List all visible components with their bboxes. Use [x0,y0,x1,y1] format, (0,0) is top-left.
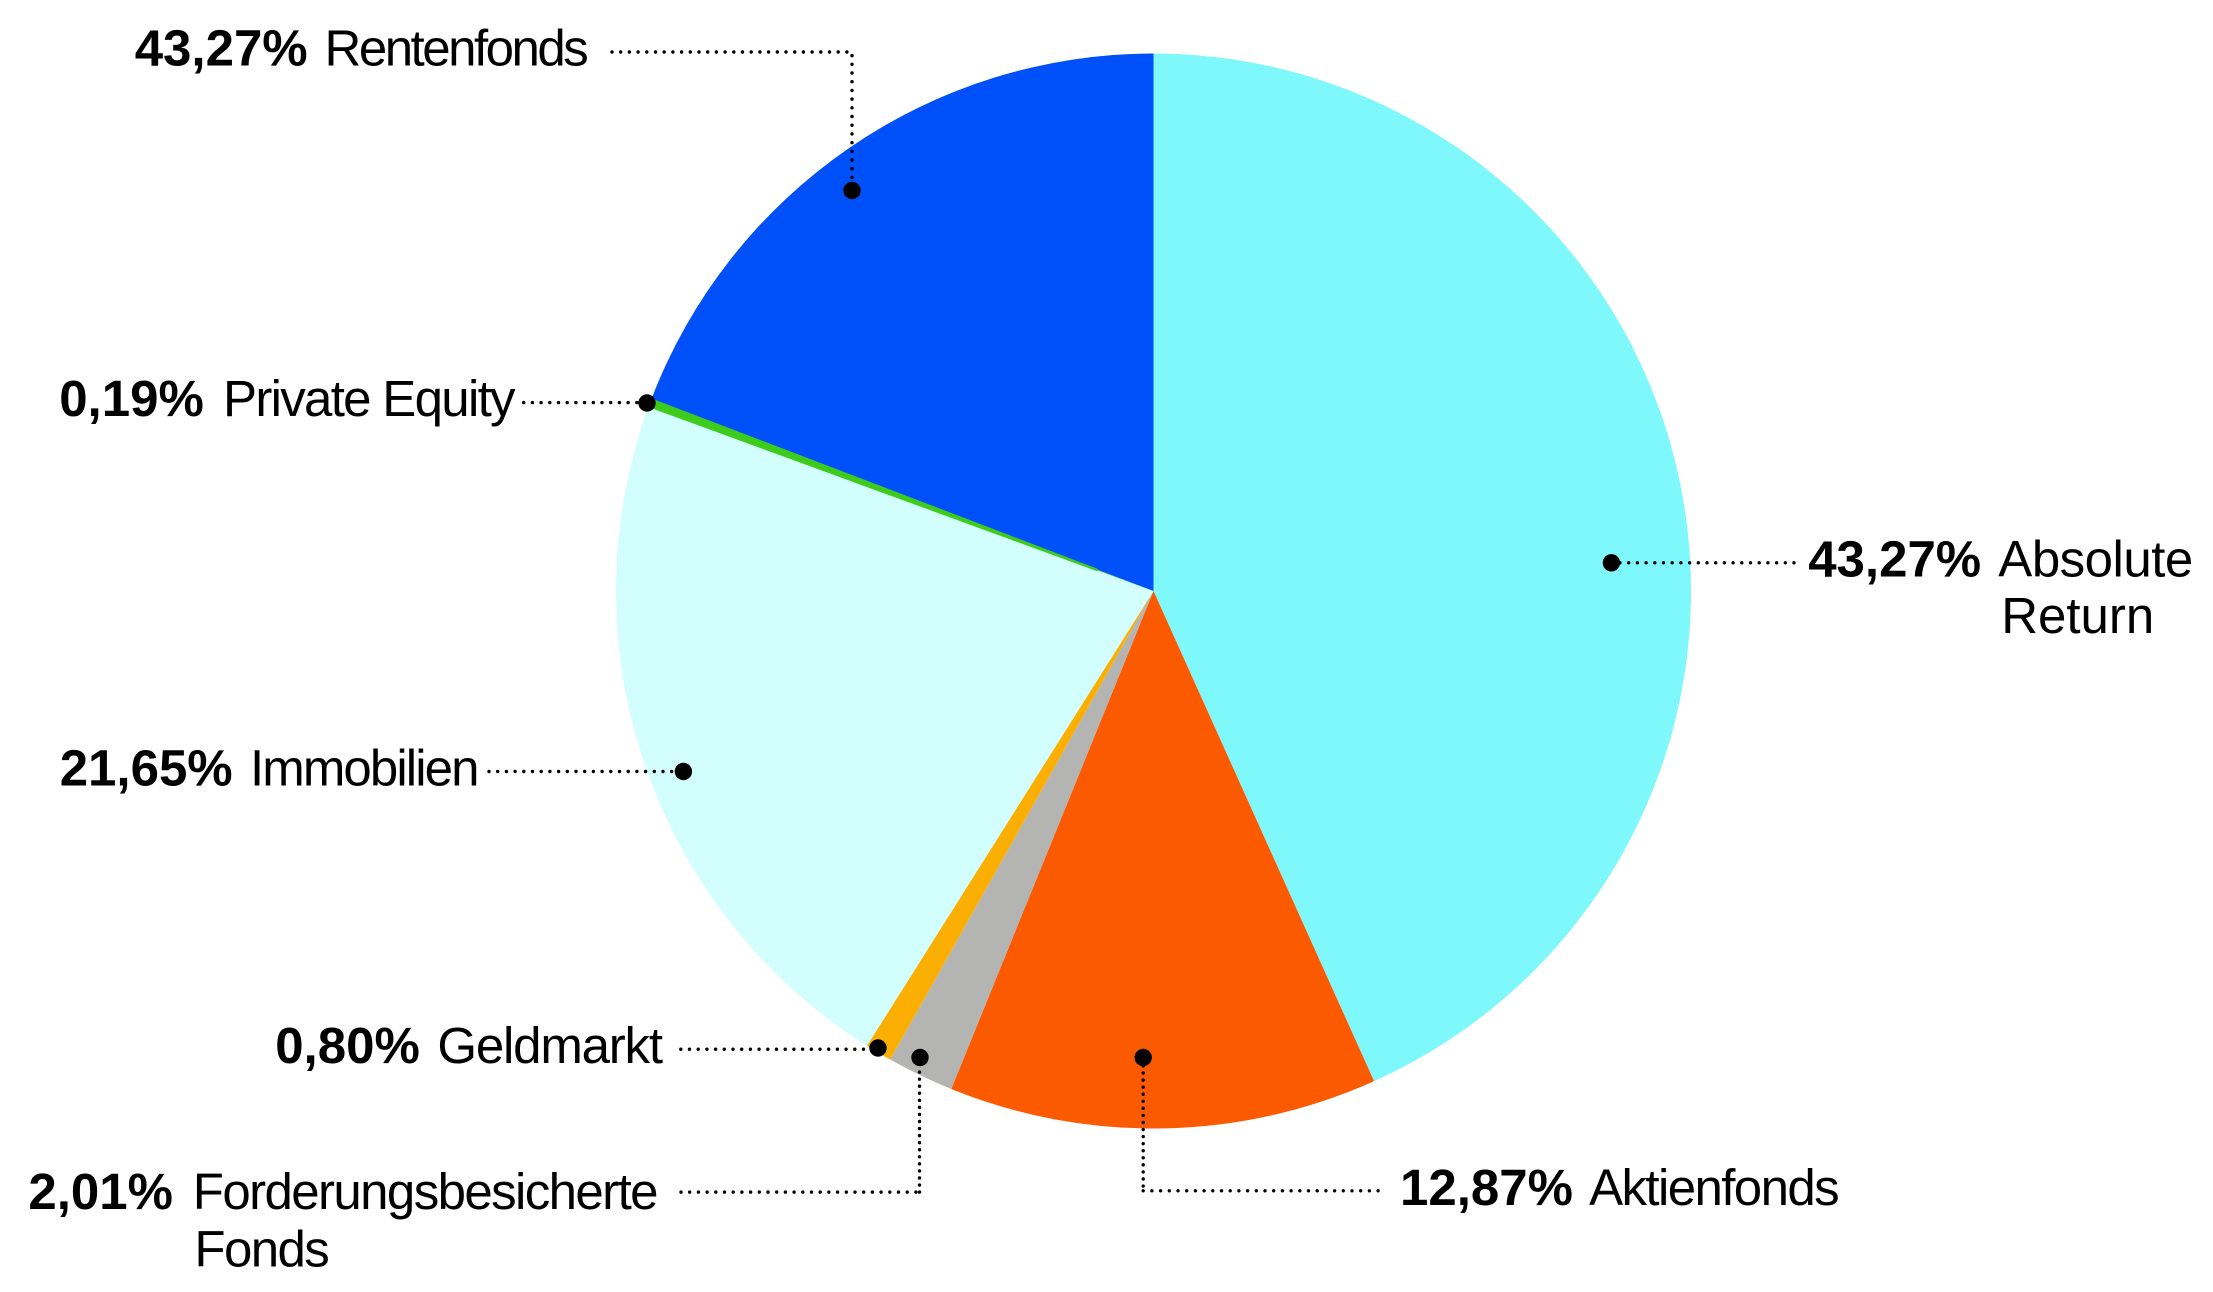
svg-text:2,01%: 2,01% [28,1163,173,1220]
svg-text:0,19%: 0,19% [59,370,204,427]
svg-text:Fonds: Fonds [194,1220,328,1277]
svg-text:Absolute: Absolute [1998,530,2192,587]
svg-text:Private Equity: Private Equity [223,370,516,427]
svg-text:Immobilien: Immobilien [250,740,478,797]
svg-text:0,80%: 0,80% [275,1017,420,1074]
svg-text:Geldmarkt: Geldmarkt [437,1017,662,1074]
svg-text:21,65%: 21,65% [60,740,233,797]
svg-text:Return: Return [2001,587,2154,644]
svg-text:12,87%: 12,87% [1400,1159,1573,1216]
svg-text:Rentenfonds: Rentenfonds [325,20,588,77]
svg-text:Forderungsbesicherte: Forderungsbesicherte [193,1163,657,1220]
svg-text:43,27%: 43,27% [1808,530,1981,587]
svg-text:Aktienfonds: Aktienfonds [1589,1159,1838,1216]
svg-text:43,27%: 43,27% [135,20,308,77]
